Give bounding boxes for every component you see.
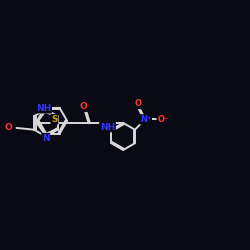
Text: O: O [5,124,12,132]
Text: O: O [80,102,88,111]
Text: O⁻: O⁻ [157,115,168,124]
Text: NH: NH [100,122,115,132]
Text: S: S [51,115,58,124]
Text: O: O [134,100,141,108]
Text: NH: NH [36,104,51,113]
Text: N: N [42,134,50,142]
Text: N⁺: N⁺ [140,115,151,124]
